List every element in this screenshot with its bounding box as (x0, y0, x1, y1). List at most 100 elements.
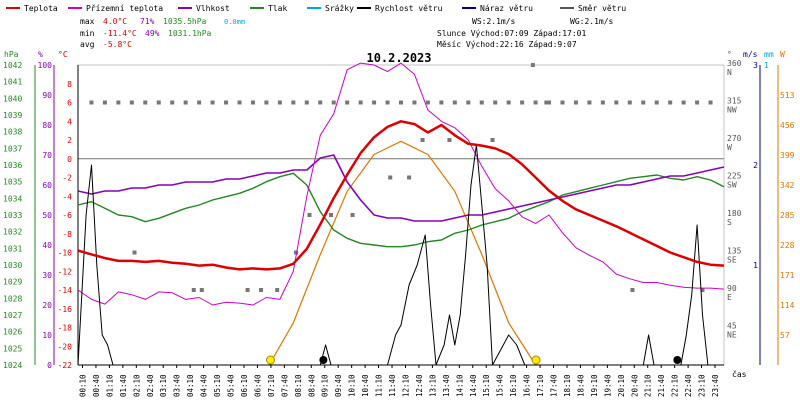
hpa-tick-label: 1034 (3, 194, 22, 203)
w-tick-label: 57 (780, 331, 790, 340)
stats-min-press: 1031.1hPa (168, 29, 212, 38)
c-tick-label: -6 (62, 211, 72, 220)
c-tick-label: -12 (58, 267, 73, 276)
time-tick-label: 08:40 (307, 374, 316, 397)
hpa-tick-label: 1041 (3, 78, 22, 87)
wind-direction-point (627, 100, 632, 105)
time-tick-label: 23:40 (711, 374, 720, 397)
pct-tick-label: 60 (42, 181, 52, 190)
w-tick-label: 513 (780, 91, 795, 100)
dir-tick-label: 225 (727, 172, 742, 181)
wind-direction-point (452, 100, 457, 105)
time-tick-label: 13:10 (428, 374, 437, 397)
wind-direction-point (547, 100, 552, 105)
temperature-line (77, 120, 725, 271)
wind-direction-point (439, 100, 444, 105)
w-tick-label: 342 (780, 181, 795, 190)
unit-time: čas (732, 369, 747, 379)
info-wg: WG:2.1m/s (570, 17, 614, 26)
stats-max-press: 1035.5hPa (163, 17, 207, 26)
dir-tick-label: 180 (727, 209, 742, 218)
wind-direction-point (329, 213, 334, 217)
time-tick-label: 05:10 (213, 374, 222, 397)
time-tick-label: 08:10 (294, 374, 303, 397)
time-tick-label: 03:40 (173, 374, 182, 397)
legend-label: Srážky (325, 4, 354, 13)
hpa-tick-label: 1042 (3, 61, 22, 70)
hpa-tick-label: 1033 (3, 211, 22, 220)
time-tick-label: 22:10 (671, 374, 680, 397)
pct-tick-label: 70 (42, 151, 52, 160)
c-tick-label: -4 (62, 192, 72, 201)
time-tick-label: 01:10 (105, 374, 114, 397)
time-tick-label: 12:10 (401, 374, 410, 397)
sun-marker (531, 355, 541, 365)
pct-tick-label: 90 (42, 91, 52, 100)
c-tick-label: 8 (67, 80, 72, 89)
wind-direction-point (331, 100, 336, 105)
wind-direction-point (275, 288, 280, 292)
stats-max-temp: 4.0°C (103, 17, 127, 26)
wind-direction-point (372, 100, 377, 105)
time-tick-label: 07:10 (267, 374, 276, 397)
pct-tick-label: 30 (42, 271, 52, 280)
wind-direction-point (358, 100, 363, 105)
w-tick-label: 228 (780, 241, 795, 250)
time-tick-label: 23:10 (698, 374, 707, 397)
pct-tick-label: 40 (42, 241, 52, 250)
dir-tick-label: 360 (727, 59, 742, 68)
time-tick-label: 20:10 (617, 374, 626, 397)
wind-direction-point (245, 288, 250, 292)
wind-direction-point (490, 138, 495, 142)
wind-direction-point (102, 100, 107, 105)
time-tick-label: 09:40 (334, 374, 343, 397)
wind-direction-point (129, 100, 134, 105)
stats-max-hum: 71% (140, 17, 155, 26)
pct-tick-label: 50 (42, 211, 52, 220)
wind-direction-point (520, 100, 525, 105)
time-tick-label: 16:10 (509, 374, 518, 397)
time-tick-label: 09:10 (321, 374, 330, 397)
time-tick-label: 18:40 (576, 374, 585, 397)
moon-marker (319, 356, 328, 364)
wind-direction-point (641, 100, 646, 105)
moon-marker (673, 356, 682, 364)
time-tick-label: 13:40 (442, 374, 451, 397)
unit-c: °C (58, 50, 68, 59)
hpa-tick-label: 1024 (3, 361, 22, 370)
hpa-tick-label: 1040 (3, 94, 22, 103)
info-moon: Měsíc Východ:22:16 Západ:9:07 (437, 40, 577, 49)
dir-tick-label: 135 (727, 247, 742, 256)
wind-direction-point (479, 100, 484, 105)
w-tick-label: 114 (780, 301, 795, 310)
wind-direction-point (668, 100, 673, 105)
wind-direction-point (388, 175, 393, 180)
stats-avg-label: avg (80, 40, 95, 49)
wind-direction-point (700, 288, 705, 292)
pressure-line (77, 172, 725, 248)
dir-tick-compass: SE (727, 256, 737, 265)
dir-tick-label: 270 (727, 134, 742, 143)
time-tick-label: 15:40 (496, 374, 505, 397)
time-tick-label: 14:40 (469, 374, 478, 397)
legend-label: Rychlost větru (375, 4, 443, 13)
legend-label: Náraz větru (480, 4, 533, 13)
info-block: WS:2.1m/s WG:2.1m/s Slunce Východ:07:09 … (437, 17, 614, 49)
stats-min-label: min (80, 29, 95, 38)
time-tick-label: 07:40 (280, 374, 289, 397)
wind-direction-point (143, 100, 148, 105)
unit-hpa: hPa (4, 50, 19, 59)
wind-direction-point (630, 288, 635, 292)
hpa-tick-label: 1036 (3, 161, 22, 170)
ms-tick-label: 1 (753, 261, 758, 270)
c-tick-label: -10 (58, 249, 73, 258)
time-tick-label: 21:40 (657, 374, 666, 397)
hpa-tick-label: 1027 (3, 311, 22, 320)
time-tick-label: 16:40 (523, 374, 532, 397)
pct-tick-label: 20 (42, 301, 52, 310)
dir-tick-label: 315 (727, 97, 742, 106)
wind-direction-point (304, 100, 309, 105)
wind-direction-point (600, 100, 605, 105)
stats-max-precip: 0.0mm (224, 18, 245, 26)
wind-direction-point (560, 100, 565, 105)
